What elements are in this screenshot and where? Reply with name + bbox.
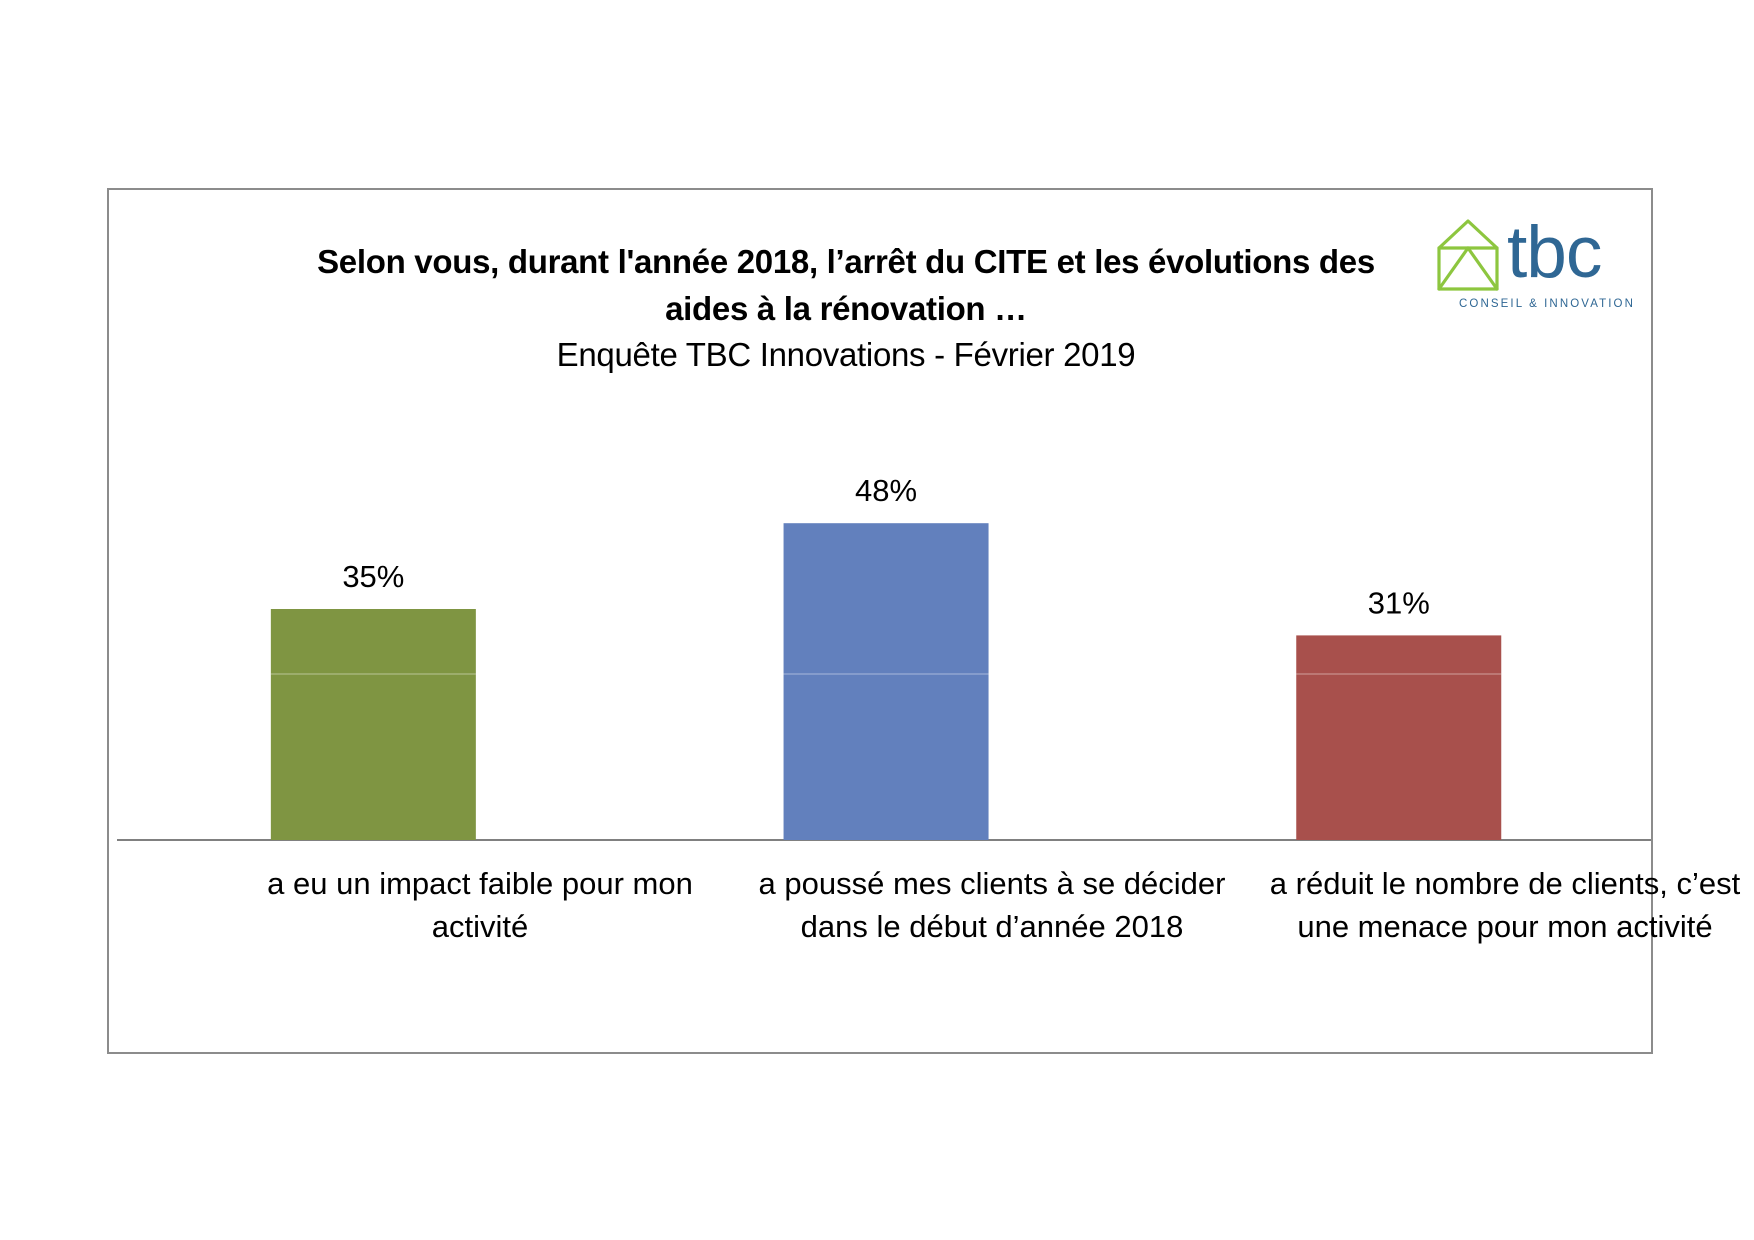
house-logo-icon bbox=[1437, 219, 1499, 291]
category-label: a réduit le nombre de clients, c’est une… bbox=[1269, 866, 1741, 944]
plot-area: 35% 48% 31% bbox=[117, 473, 1651, 841]
logo-tagline: CONSEIL & INNOVATION bbox=[1459, 298, 1635, 310]
category-label: a eu un impact faible pour mon activité bbox=[267, 866, 693, 944]
bar bbox=[783, 523, 989, 840]
data-label: 48% bbox=[855, 473, 917, 508]
data-label: 31% bbox=[1368, 585, 1430, 620]
logo-wordmark: tbc bbox=[1507, 212, 1602, 293]
tbc-logo: tbc CONSEIL & INNOVATION bbox=[1435, 212, 1635, 312]
chart-title: Selon vous, durant l'année 2018, l’arrêt… bbox=[317, 243, 1375, 327]
chart-frame: 35% 48% 31% Selon vous, durant l'année 201… bbox=[107, 188, 1740, 1054]
category-label: a poussé mes clients à se décider dans l… bbox=[758, 866, 1226, 944]
bar bbox=[270, 609, 476, 840]
data-label: 35% bbox=[342, 559, 404, 594]
bar bbox=[1296, 635, 1502, 840]
chart-subtitle: Enquête TBC Innovations - Février 2019 bbox=[556, 336, 1136, 373]
